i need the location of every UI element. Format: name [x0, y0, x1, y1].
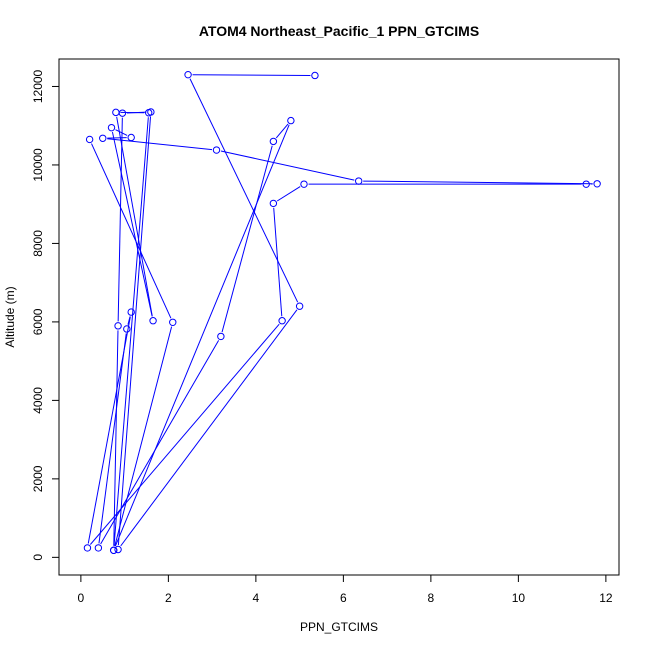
- x-tick-label: 4: [253, 591, 260, 605]
- data-point: [269, 137, 278, 146]
- series-segment: [111, 131, 153, 317]
- y-tick-label: 6000: [31, 308, 45, 335]
- series-segment: [98, 333, 127, 544]
- series-segment: [115, 129, 128, 136]
- series-segment: [273, 207, 283, 317]
- x-tick-label: 10: [512, 591, 526, 605]
- data-point: [593, 180, 601, 188]
- series-segment: [363, 180, 593, 185]
- series-segment: [127, 316, 131, 325]
- x-tick-label: 6: [340, 591, 347, 605]
- series-segment: [113, 117, 149, 546]
- y-tick-label: 10000: [31, 148, 45, 182]
- y-axis-label: Altitude (m): [3, 286, 17, 347]
- data-point: [127, 308, 135, 316]
- y-tick-label: 4000: [31, 387, 45, 414]
- data-point: [109, 546, 118, 554]
- series-segment: [107, 137, 127, 139]
- data-point: [114, 322, 122, 330]
- x-tick-label: 0: [78, 591, 85, 605]
- data-point: [287, 116, 295, 125]
- x-tick-label: 2: [165, 591, 172, 605]
- x-axis-label: PPN_GTCIMS: [300, 620, 378, 634]
- data-point: [300, 180, 308, 188]
- series-segment: [91, 143, 172, 319]
- data-point: [184, 70, 192, 79]
- series-segment: [116, 116, 153, 317]
- data-point: [112, 108, 120, 117]
- series-segment: [189, 78, 299, 303]
- chart-title: ATOM4 Northeast_Pacific_1 PPN_GTCIMS: [199, 23, 479, 39]
- data-point: [278, 317, 286, 325]
- series-segment: [120, 309, 298, 547]
- y-axis: 0 2000 4000 6000 8000 10000 12000: [31, 69, 60, 561]
- data-point: [83, 544, 92, 552]
- data-point: [295, 302, 304, 310]
- series-segment: [114, 124, 290, 547]
- data-point: [144, 109, 153, 117]
- data-point: [114, 545, 122, 554]
- series-segment: [117, 116, 152, 546]
- series-layer: [83, 70, 601, 554]
- series-segment: [107, 138, 213, 151]
- plot-frame: [58, 58, 620, 576]
- data-point: [269, 199, 278, 208]
- y-tick-label: 8000: [31, 230, 45, 257]
- series-segment: [276, 186, 301, 202]
- y-tick-label: 0: [31, 554, 45, 561]
- data-point: [354, 177, 363, 185]
- data-point: [94, 544, 103, 552]
- data-point: [149, 317, 157, 325]
- y-tick-label: 2000: [31, 465, 45, 492]
- series-segment: [192, 74, 311, 76]
- data-point: [127, 133, 135, 142]
- series-segment: [89, 323, 280, 545]
- data-point: [169, 318, 177, 326]
- data-point: [118, 109, 127, 117]
- x-tick-label: 12: [599, 591, 613, 605]
- data-point: [212, 146, 221, 154]
- data-point: [107, 123, 116, 132]
- data-point: [217, 332, 225, 341]
- series-segment: [100, 340, 220, 545]
- series-segment: [220, 150, 355, 181]
- series-segment: [113, 330, 119, 546]
- series-segment: [117, 117, 123, 322]
- data-point: [311, 71, 319, 80]
- series-segment: [114, 326, 173, 547]
- data-point: [99, 134, 107, 142]
- data-point: [582, 180, 590, 188]
- y-tick-label: 12000: [31, 69, 45, 103]
- x-tick-label: 8: [428, 591, 435, 605]
- series-segment: [275, 123, 289, 139]
- data-point: [123, 325, 131, 333]
- data-point: [85, 135, 94, 144]
- x-axis: 0 2 4 6 8 10 12: [78, 574, 613, 605]
- series-segment: [221, 145, 273, 333]
